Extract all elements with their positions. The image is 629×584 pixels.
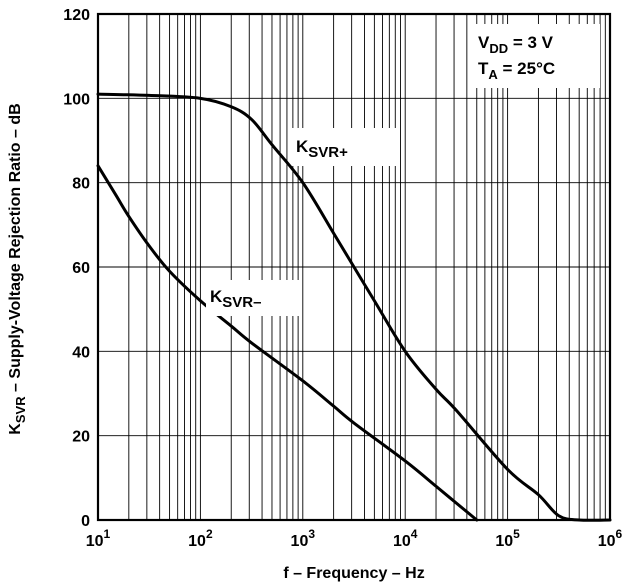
- series-label-ksvr-plus-sub: SVR+: [308, 144, 348, 161]
- condition-vdd: VDD = 3 V: [478, 33, 554, 56]
- condition-ta: TA = 25°C: [478, 59, 555, 82]
- y-axis-title-prefix: K: [7, 423, 24, 435]
- condition-vdd-rest: = 3 V: [508, 33, 554, 52]
- y-tick-label: 40: [72, 344, 90, 361]
- plot-frame: [96, 12, 612, 522]
- x-axis-title: f – Frequency – Hz: [283, 565, 424, 582]
- x-tick-label: 104: [393, 527, 418, 550]
- y-tick-label: 60: [72, 260, 90, 277]
- x-tick-label: 103: [291, 527, 316, 550]
- y-axis-title-sub: SVR: [13, 396, 28, 423]
- series-label-ksvr-plus: KSVR+: [296, 137, 348, 161]
- series-label-plus-bg: [292, 128, 400, 166]
- x-tick-label: 102: [188, 527, 213, 550]
- x-tick-label: 101: [86, 527, 111, 550]
- y-tick-label: 120: [63, 7, 90, 24]
- series-label-ksvr-minus-main: K: [210, 287, 223, 306]
- series-label-ksvr-plus-main: K: [296, 137, 309, 156]
- series-label-minus-bg: [206, 280, 302, 316]
- y-axis-title-rest: – Supply-Voltage Rejection Ratio – dB: [7, 103, 24, 396]
- series-line-ksvr-minus: [96, 164, 479, 522]
- y-tick-label: 100: [63, 91, 90, 108]
- x-tick-label: 105: [495, 527, 520, 550]
- condition-ta-main: T: [478, 59, 489, 78]
- x-tick-label: 106: [598, 527, 623, 550]
- series-line-ksvr-plus: [96, 92, 612, 522]
- curves: [96, 92, 612, 522]
- condition-vdd-sub: DD: [489, 41, 508, 56]
- y-tick-label: 20: [72, 429, 90, 446]
- y-axis-title: KSVR – Supply-Voltage Rejection Ratio – …: [7, 103, 28, 434]
- y-tick-label: 0: [81, 513, 90, 530]
- condition-ta-sub: A: [488, 67, 498, 82]
- series-label-ksvr-minus: KSVR–: [210, 287, 261, 311]
- condition-ta-rest: = 25°C: [498, 59, 555, 78]
- y-tick-label: 80: [72, 176, 90, 193]
- condition-vdd-main: V: [478, 33, 490, 52]
- series-label-ksvr-minus-sub: SVR–: [222, 294, 261, 311]
- conditions-box: [470, 24, 600, 88]
- tick-labels: 0 20 40 60 80 100 120 101 102 103 104 105 106: [63, 7, 622, 550]
